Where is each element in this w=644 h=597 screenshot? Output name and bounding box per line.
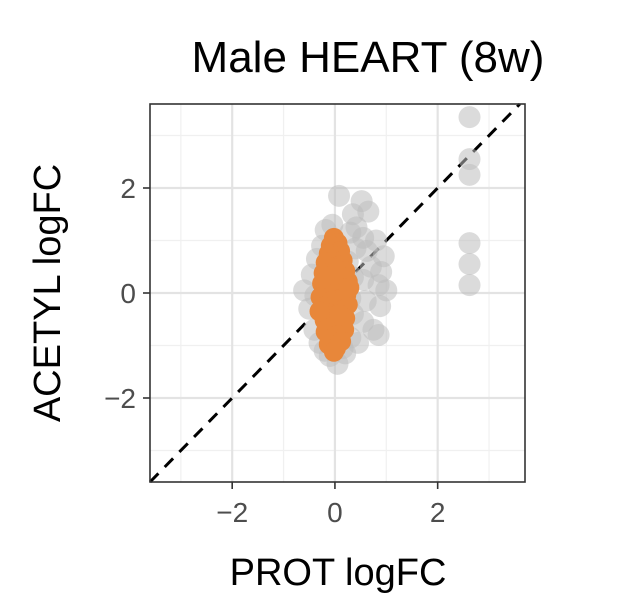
x-tick-label: −2 bbox=[216, 497, 248, 528]
data-point bbox=[309, 301, 330, 322]
chart-title: Male HEART (8w) bbox=[192, 33, 545, 82]
data-points bbox=[293, 106, 481, 375]
data-point bbox=[458, 148, 481, 171]
y-tick-label: −2 bbox=[104, 383, 136, 414]
y-tick-label: 0 bbox=[120, 278, 136, 309]
data-point bbox=[458, 232, 481, 255]
data-point bbox=[458, 106, 481, 129]
y-axis-title: ACETYL logFC bbox=[27, 164, 69, 422]
data-point bbox=[367, 324, 390, 346]
series-highlight-points bbox=[309, 227, 360, 362]
data-point bbox=[369, 295, 392, 318]
data-point bbox=[458, 274, 481, 297]
identity-dashed-line bbox=[148, 102, 521, 484]
x-axis-title: PROT logFC bbox=[230, 552, 447, 594]
data-point bbox=[458, 253, 481, 276]
data-point bbox=[329, 304, 350, 324]
y-tick-label: 2 bbox=[120, 173, 136, 204]
x-tick-label: 0 bbox=[327, 497, 343, 528]
x-tick-label: 2 bbox=[430, 497, 446, 528]
data-point bbox=[339, 277, 360, 298]
data-point bbox=[323, 341, 344, 362]
data-point bbox=[458, 163, 481, 186]
data-point bbox=[328, 184, 351, 207]
data-point bbox=[323, 264, 344, 285]
data-point bbox=[347, 331, 370, 354]
reference-line-group bbox=[148, 102, 521, 484]
axis-ticks: −2 0 2 −2 0 2 bbox=[104, 173, 445, 528]
